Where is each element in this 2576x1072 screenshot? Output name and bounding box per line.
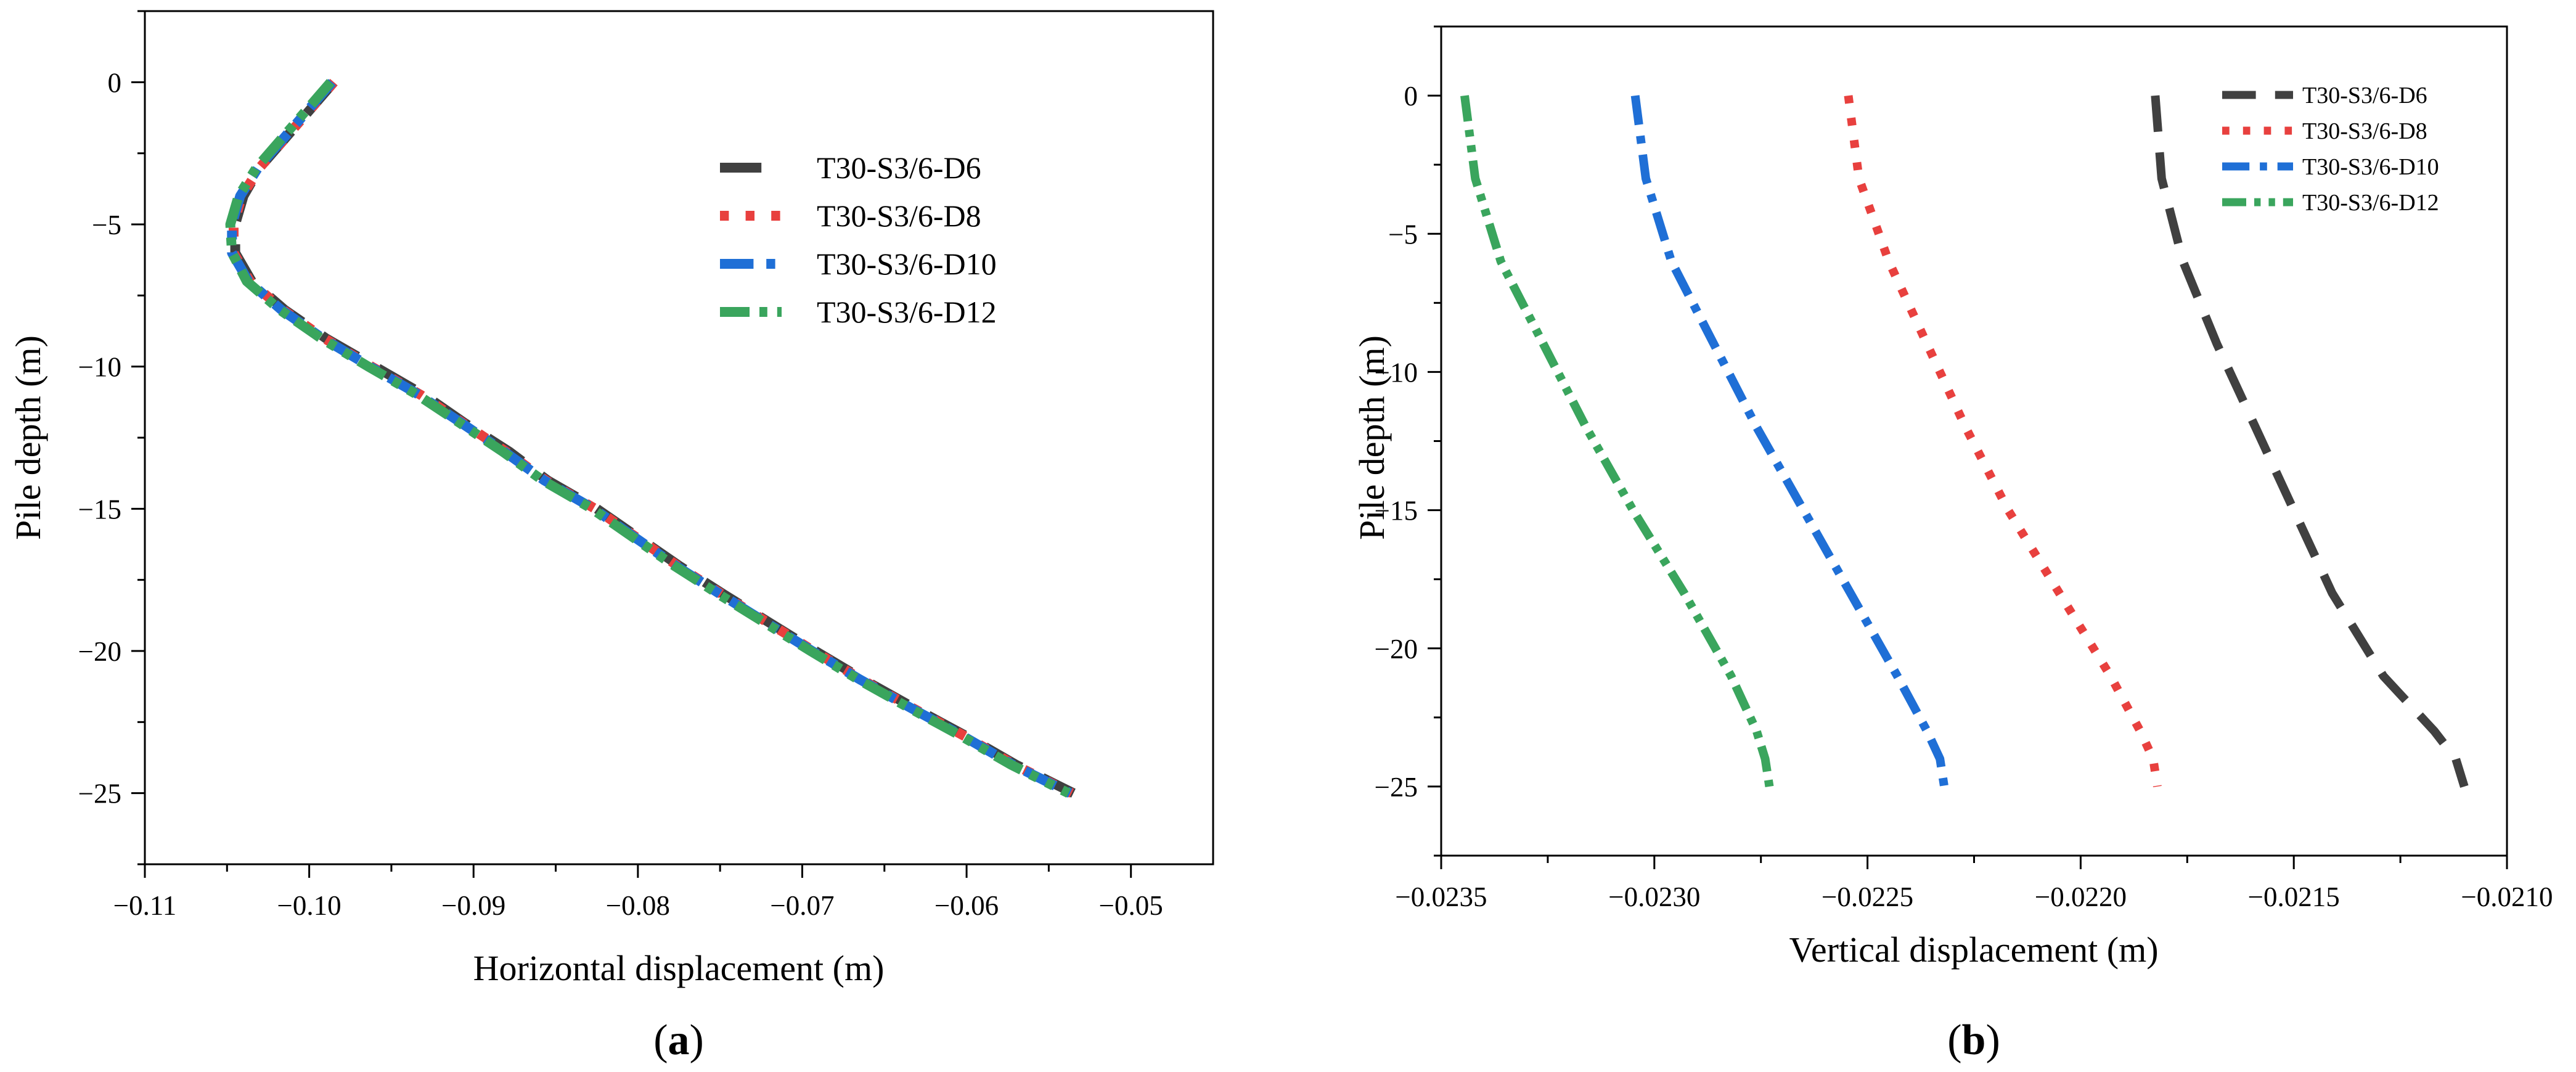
x-tick-label: −0.09 bbox=[441, 890, 505, 921]
panel-label-open-paren: ( bbox=[653, 1017, 668, 1064]
legend-label: T30-S3/6-D6 bbox=[817, 150, 981, 185]
x-axis-title: Horizontal displacement (m) bbox=[473, 948, 885, 988]
panel-label: (b) bbox=[1947, 1017, 2000, 1064]
y-tick-label: 0 bbox=[1404, 81, 1418, 112]
y-tick-label: −20 bbox=[78, 636, 121, 667]
legend-label: T30-S3/6-D12 bbox=[817, 295, 997, 329]
x-tick-label: −0.06 bbox=[934, 890, 999, 921]
x-tick-label: −0.0225 bbox=[1822, 882, 1913, 912]
y-tick-label: −25 bbox=[78, 779, 121, 809]
panel-a-chart: −0.11 −0.10 −0.09 −0.08 −0.07 −0.06 −0.05 0 −5 −1… bbox=[8, 10, 1214, 1064]
x-tick-label: −0.0235 bbox=[1395, 882, 1487, 912]
y-axis-title: Pile depth (m) bbox=[1352, 335, 1392, 540]
y-tick-label: −25 bbox=[1375, 772, 1418, 803]
series-line-t30-s3-6-d6 bbox=[2151, 95, 2469, 788]
y-axis-title: Pile depth (m) bbox=[8, 335, 48, 540]
y-tick-label: −20 bbox=[1375, 634, 1418, 665]
series-line-t30-s3-6-d8 bbox=[229, 79, 1074, 798]
panel-label-close-paren: ) bbox=[1985, 1017, 2000, 1064]
y-tick-label: −15 bbox=[1375, 496, 1418, 526]
legend-label: T30-S3/6-D8 bbox=[2302, 118, 2427, 144]
panel-label-letter: b bbox=[1962, 1017, 1986, 1064]
y-tick-label: −10 bbox=[1375, 357, 1418, 388]
series-line-t30-s3-6-d8 bbox=[1844, 95, 2162, 787]
series-line-t30-s3-6-d12 bbox=[225, 79, 1071, 798]
series-line-t30-s3-6-d10 bbox=[227, 79, 1073, 798]
panel-b-chart: −0.0235 −0.0230 −0.0225 −0.0220 −0.0215 −0.02… bbox=[1352, 25, 2553, 1064]
x-tick-label: −0.11 bbox=[113, 890, 176, 921]
y-tick-label: −5 bbox=[1388, 219, 1418, 250]
legend-label: T30-S3/6-D12 bbox=[2302, 190, 2439, 216]
legend-label: T30-S3/6-D8 bbox=[817, 198, 981, 233]
x-tick-label: −0.05 bbox=[1099, 890, 1163, 921]
x-tick-label: −0.08 bbox=[606, 890, 670, 921]
legend-label: T30-S3/6-D10 bbox=[2302, 154, 2439, 180]
panel-label: (a) bbox=[653, 1017, 704, 1064]
x-tick-label: −0.07 bbox=[770, 890, 834, 921]
panel-label-letter: a bbox=[668, 1017, 690, 1064]
x-tick-label: −0.0210 bbox=[2461, 882, 2553, 912]
panel-label-close-paren: ) bbox=[690, 1017, 704, 1064]
y-tick-label: 0 bbox=[108, 67, 122, 98]
y-tick-label: −15 bbox=[78, 494, 121, 525]
legend-label: T30-S3/6-D6 bbox=[2302, 83, 2427, 108]
x-axis-title: Vertical displacement (m) bbox=[1789, 930, 2158, 970]
series-line-t30-s3-6-d12 bbox=[1460, 95, 1774, 787]
panel-label-open-paren: ( bbox=[1947, 1017, 1961, 1064]
x-tick-label: −0.0220 bbox=[2035, 882, 2127, 912]
series-line-t30-s3-6-d10 bbox=[1630, 95, 1949, 787]
plot-frame bbox=[144, 10, 1214, 865]
x-tick-label: −0.10 bbox=[277, 890, 341, 921]
y-tick-label: −5 bbox=[92, 210, 121, 240]
x-tick-label: −0.0215 bbox=[2248, 882, 2340, 912]
series-line-t30-s3-6-d6 bbox=[230, 79, 1076, 798]
x-tick-label: −0.0230 bbox=[1608, 882, 1700, 912]
plot-frame bbox=[1440, 25, 2508, 857]
y-tick-label: −10 bbox=[78, 352, 121, 383]
legend-label: T30-S3/6-D10 bbox=[817, 247, 997, 281]
